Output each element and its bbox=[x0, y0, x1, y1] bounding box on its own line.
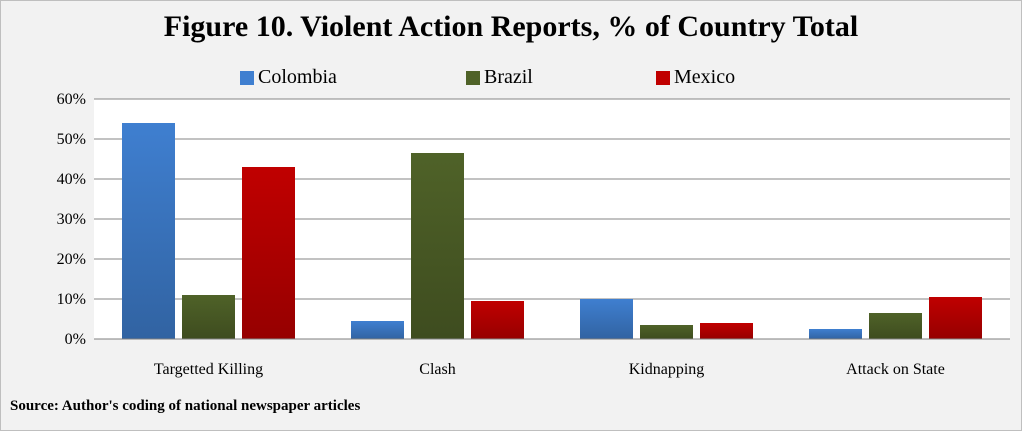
x-category-label: Attack on State bbox=[846, 361, 945, 378]
bar-mexico-attack-on-state bbox=[929, 297, 982, 339]
legend-item-mexico: Mexico bbox=[656, 66, 735, 89]
bar-colombia-kidnapping bbox=[580, 299, 633, 339]
chart-title: Figure 10. Violent Action Reports, % of … bbox=[163, 10, 859, 43]
x-category-label: Clash bbox=[419, 361, 455, 378]
y-tick-label: 10% bbox=[57, 291, 86, 308]
bar-brazil-kidnapping bbox=[640, 325, 693, 339]
bars bbox=[122, 123, 982, 339]
bar-colombia-clash bbox=[351, 321, 404, 339]
y-tick-label: 0% bbox=[65, 331, 86, 348]
x-axis-categories: Targetted Killing Clash Kidnapping Attack o… bbox=[154, 361, 945, 378]
bar-mexico-targetted-killing bbox=[242, 167, 295, 339]
y-tick-label: 50% bbox=[57, 131, 86, 148]
bar-brazil-targetted-killing bbox=[182, 295, 235, 339]
legend-label-colombia: Colombia bbox=[258, 66, 337, 88]
y-tick-label: 30% bbox=[57, 211, 86, 228]
y-tick-label: 20% bbox=[57, 251, 86, 268]
y-tick-label: 40% bbox=[57, 171, 86, 188]
bar-brazil-attack-on-state bbox=[869, 313, 922, 339]
x-category-label: Kidnapping bbox=[629, 361, 705, 378]
bar-brazil-clash bbox=[411, 153, 464, 339]
bar-colombia-targetted-killing bbox=[122, 123, 175, 339]
bar-mexico-clash bbox=[471, 301, 524, 339]
legend-swatch-mexico bbox=[656, 70, 670, 85]
legend-label-brazil: Brazil bbox=[484, 66, 533, 88]
legend-swatch-colombia bbox=[240, 70, 254, 85]
legend: Colombia Brazil Mexico bbox=[0, 66, 1022, 92]
source-note: Source: Author's coding of national news… bbox=[10, 398, 361, 414]
legend-item-brazil: Brazil bbox=[466, 66, 533, 89]
y-axis-ticks: 0% 10% 20% 30% 40% 50% 60% bbox=[57, 91, 86, 348]
x-category-label: Targetted Killing bbox=[154, 361, 263, 378]
legend-item-colombia: Colombia bbox=[240, 66, 337, 89]
bar-mexico-kidnapping bbox=[700, 323, 753, 339]
y-tick-label: 60% bbox=[57, 91, 86, 108]
legend-label-mexico: Mexico bbox=[674, 66, 736, 88]
bar-colombia-attack-on-state bbox=[809, 329, 862, 339]
legend-swatch-brazil bbox=[466, 70, 480, 85]
